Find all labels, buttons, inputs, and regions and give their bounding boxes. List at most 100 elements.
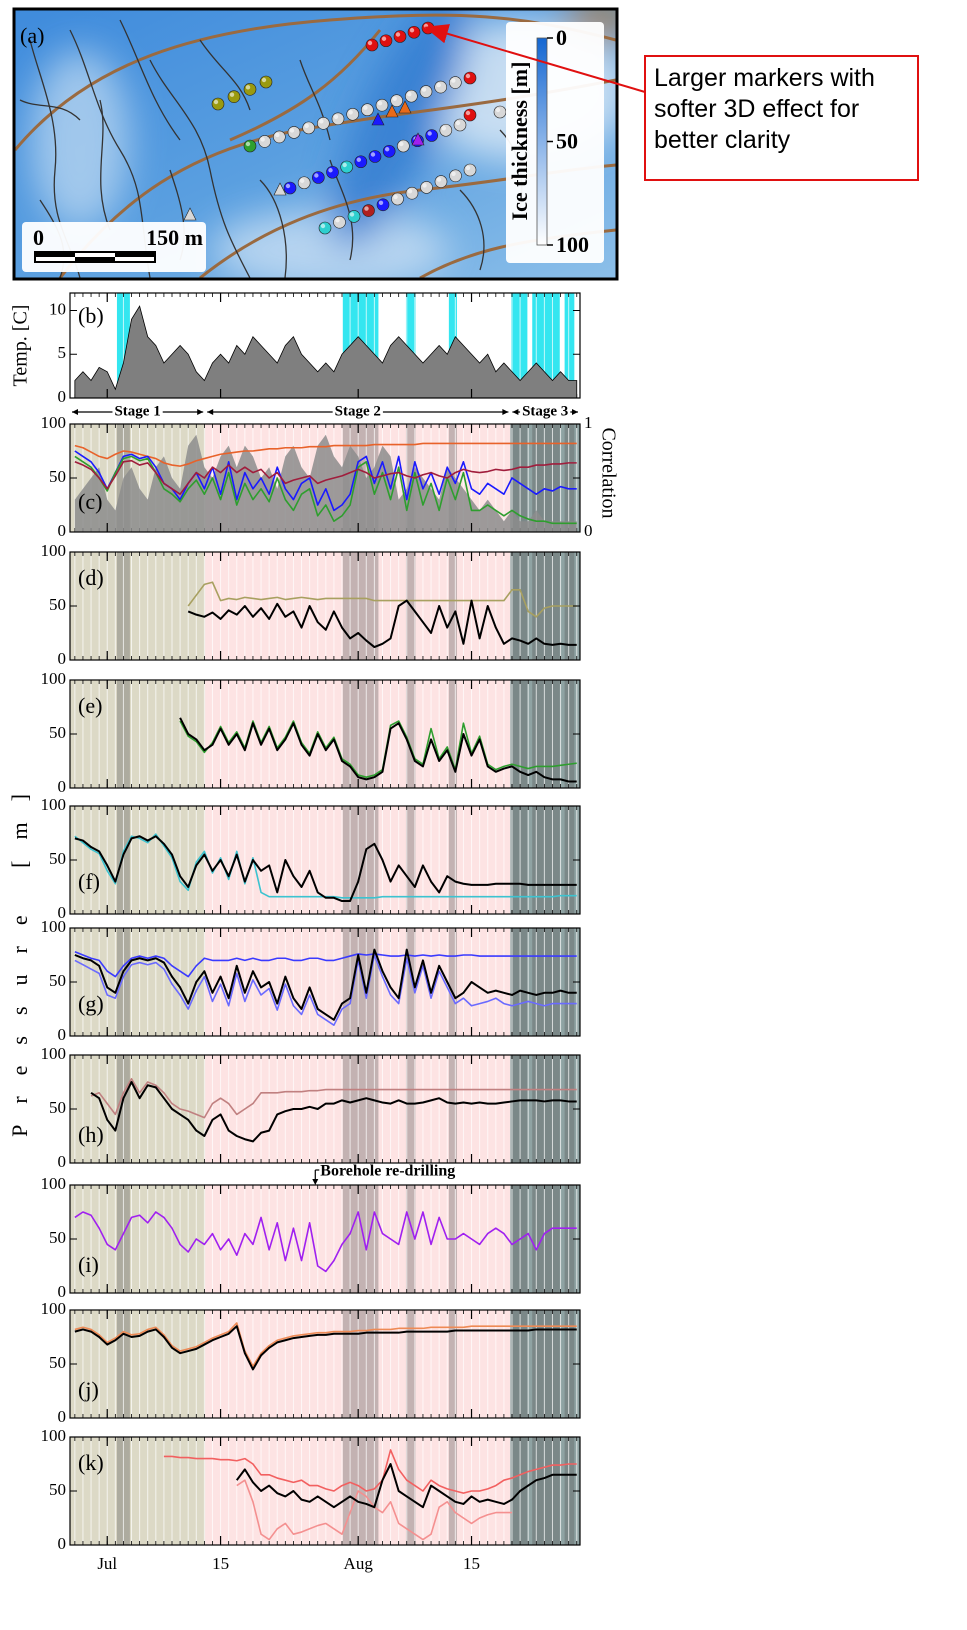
stage-label: Stage 1 — [114, 403, 160, 419]
map-marker — [494, 106, 506, 118]
map-marker — [406, 187, 418, 199]
y-tick-label: 50 — [49, 1353, 66, 1372]
y-axis-label: Pressure [m] — [7, 773, 32, 1137]
y-tick-label: 50 — [49, 1098, 66, 1117]
marker-highlight — [496, 108, 500, 112]
colorbar-tick-label: 100 — [556, 232, 589, 257]
marker-highlight — [442, 126, 446, 130]
map-marker — [377, 199, 389, 211]
map-marker — [298, 177, 310, 189]
rain-period — [343, 1310, 379, 1418]
marker-highlight — [328, 168, 332, 172]
panel-label: (a) — [20, 23, 44, 48]
marker-highlight — [314, 173, 318, 177]
event-label: Borehole re-drilling — [320, 1163, 455, 1180]
map-marker — [464, 72, 476, 84]
map-marker — [334, 216, 346, 228]
colorbar-tick-label: 50 — [556, 129, 578, 154]
map-marker — [327, 166, 339, 178]
y-tick-label: 0 — [58, 777, 67, 796]
panel: 05010001Correlation(c) — [41, 413, 620, 540]
rain-period — [343, 680, 379, 788]
panel-label: (f) — [78, 869, 100, 894]
marker-highlight — [230, 92, 234, 96]
scale-label: 150 m — [146, 225, 203, 250]
map-marker — [464, 109, 476, 121]
map-marker — [332, 113, 344, 125]
map-marker — [397, 140, 409, 152]
map-marker — [450, 170, 462, 182]
y-tick-label: 100 — [41, 795, 67, 814]
x-tick-label: 15 — [463, 1554, 480, 1573]
map-marker — [228, 91, 240, 103]
map-marker — [426, 130, 438, 142]
marker-highlight — [466, 166, 470, 170]
rain-period — [343, 1437, 379, 1545]
map-marker — [420, 86, 432, 98]
marker-highlight — [335, 218, 339, 222]
map-marker — [394, 31, 406, 43]
map-marker — [435, 81, 447, 93]
rain-period — [406, 1310, 416, 1418]
marker-highlight — [466, 74, 470, 78]
marker-highlight — [392, 96, 396, 100]
marker-highlight — [410, 28, 414, 32]
stage-background — [70, 806, 205, 914]
map-marker — [440, 124, 452, 136]
map-marker — [435, 176, 447, 188]
rain-period — [406, 806, 416, 914]
y-tick-label: 0 — [58, 1025, 67, 1044]
map-marker — [348, 210, 360, 222]
marker-highlight — [304, 124, 308, 128]
map-marker — [288, 126, 300, 138]
marker-highlight — [290, 128, 294, 132]
map-marker — [369, 151, 381, 163]
map-marker — [317, 117, 329, 129]
rain-period — [343, 1055, 379, 1163]
rain-period — [343, 928, 379, 1036]
marker-highlight — [408, 189, 412, 193]
marker-highlight — [427, 131, 431, 135]
map-marker — [341, 161, 353, 173]
marker-highlight — [319, 119, 323, 123]
marker-highlight — [286, 184, 290, 188]
marker-highlight — [451, 78, 455, 82]
stage-label: Stage 3 — [522, 403, 568, 419]
y-tick-label: 10 — [49, 299, 66, 318]
panel: 050100(i) — [41, 1174, 581, 1301]
y-tick-label: 50 — [49, 971, 66, 990]
y-tick-label: 100 — [41, 669, 67, 688]
marker-highlight — [371, 152, 375, 156]
marker-highlight — [436, 83, 440, 87]
map-marker — [449, 77, 461, 89]
map-marker — [376, 99, 388, 111]
map-marker — [260, 76, 272, 88]
marker-highlight — [422, 87, 426, 91]
map-marker — [212, 98, 224, 110]
rain-period — [565, 928, 575, 1036]
rain-period — [565, 1055, 575, 1163]
y-tick-label: 100 — [41, 413, 67, 432]
marker-highlight — [214, 100, 218, 104]
scale-bar: 0 150 m — [22, 222, 206, 272]
marker-highlight — [334, 115, 338, 119]
map-marker — [383, 145, 395, 157]
annotation: Larger markers with softer 3D effect for… — [646, 57, 918, 162]
colorbar-tick-label: 0 — [556, 25, 567, 50]
x-tick-label: 15 — [212, 1554, 229, 1573]
stage-label: Stage 2 — [335, 403, 381, 419]
stage: Stage 2 — [207, 403, 508, 419]
map-marker — [284, 182, 296, 194]
panel: 050100(j) — [41, 1299, 581, 1426]
map-marker — [363, 205, 375, 217]
rain-period — [343, 1185, 379, 1293]
marker-highlight — [466, 111, 470, 115]
marker-highlight — [385, 147, 389, 151]
rain-period — [565, 424, 575, 532]
rain-period — [565, 1185, 575, 1293]
marker-highlight — [437, 177, 441, 181]
marker-highlight — [246, 85, 250, 89]
